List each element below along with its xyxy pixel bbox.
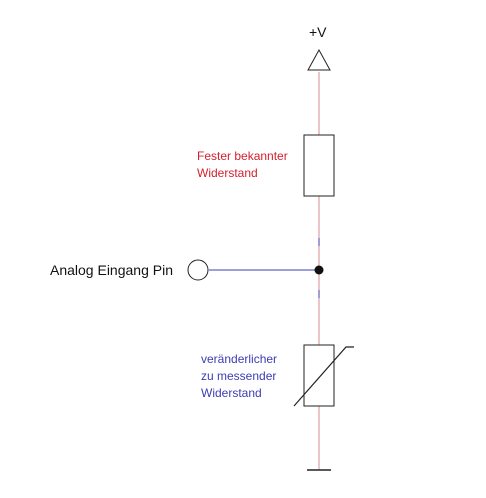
variable-resistor-slash <box>293 346 354 407</box>
input-pin-label: Analog Eingang Pin <box>50 262 173 278</box>
triangle-arrow-icon <box>307 48 331 71</box>
fixed-resistor-label-line-2: Widerstand <box>197 166 258 180</box>
variable-resistor-label-line-2: zu messender <box>201 369 277 383</box>
variable-resistor-label-line-1: veränderlicher <box>201 352 278 366</box>
fixed-resistor-label: Fester bekannter Widerstand <box>197 148 288 182</box>
fixed-resistor-label-line-1: Fester bekannter <box>197 149 288 163</box>
variable-resistor-label-line-3: Widerstand <box>201 386 262 400</box>
open-circle-icon <box>187 259 209 281</box>
variable-resistor-label: veränderlicher zu messender Widerstand <box>201 351 277 402</box>
fixed-resistor-body <box>303 134 335 197</box>
supply-label: +V <box>309 24 327 40</box>
variable-resistor-body <box>303 344 335 407</box>
junction-dot-icon <box>314 265 324 275</box>
